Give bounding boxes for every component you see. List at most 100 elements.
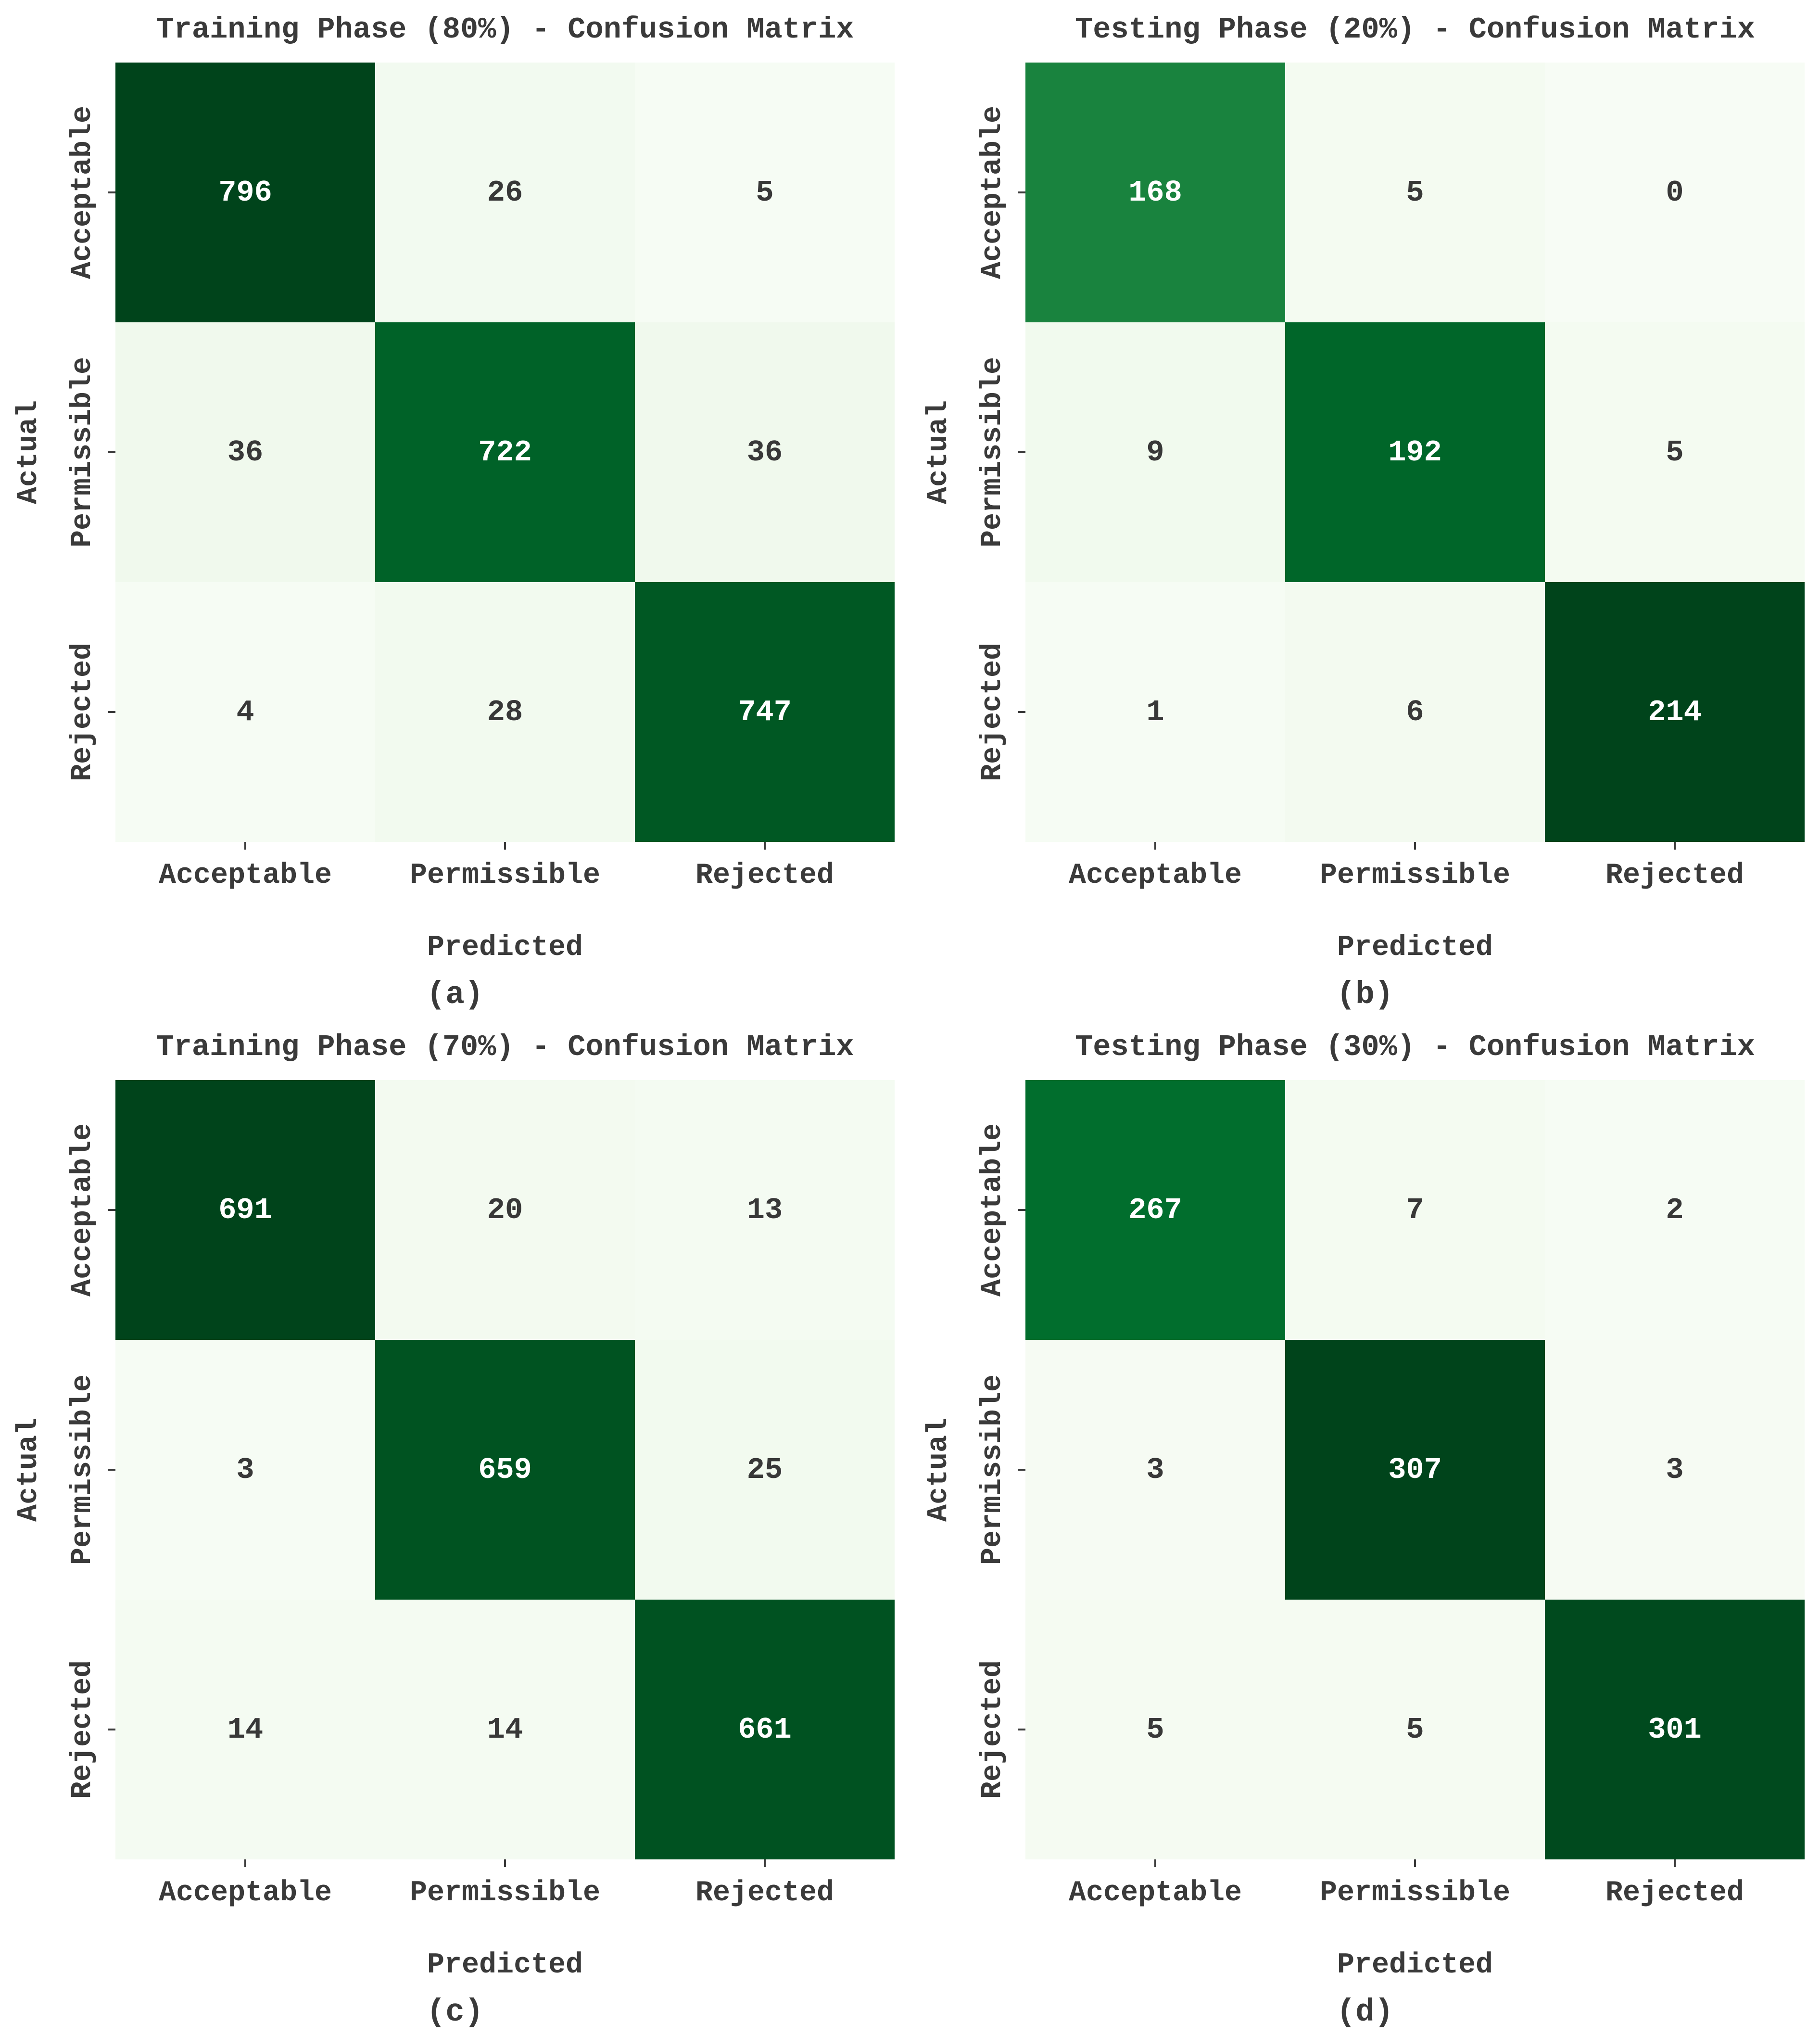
y-tick-label: Acceptable [976, 105, 1009, 280]
y-tick-label: Rejected [976, 642, 1009, 782]
x-tick-mark [504, 1859, 506, 1867]
confusion-matrix-panel-d: Testing Phase (30%) - Confusion Matrix A… [910, 1017, 1820, 2035]
x-tick-mark [764, 1859, 766, 1867]
cell-value: 3 [1146, 1452, 1164, 1487]
cell-value: 14 [487, 1712, 523, 1747]
cell-value: 25 [746, 1452, 783, 1487]
cell-value: 796 [218, 175, 272, 210]
heatmap-cell-r1c1: 307 [1285, 1340, 1545, 1600]
x-tick-label: Rejected [1605, 1877, 1744, 1909]
heatmap-cell-r1c1: 192 [1285, 322, 1545, 582]
cell-value: 747 [738, 695, 792, 729]
heatmap-grid: 168 5 0 9 192 5 1 6 214 [1025, 63, 1805, 842]
x-tick-mark [1154, 1859, 1156, 1867]
cell-value: 5 [756, 175, 774, 210]
heatmap-cell-r0c0: 267 [1025, 1080, 1285, 1340]
confusion-matrix-panel-b: Testing Phase (20%) - Confusion Matrix A… [910, 0, 1820, 1017]
heatmap-cell-r1c0: 36 [115, 322, 375, 582]
y-tick-mark [1018, 711, 1025, 713]
cell-value: 14 [227, 1712, 264, 1747]
x-axis-label: Predicted [427, 931, 583, 964]
heatmap-cell-r2c2: 747 [635, 582, 895, 842]
y-tick-label: Rejected [976, 1660, 1009, 1799]
y-tick-mark [108, 711, 115, 713]
heatmap-cell-r0c0: 691 [115, 1080, 375, 1340]
cell-value: 168 [1128, 175, 1182, 210]
heatmap-cell-r0c1: 26 [375, 63, 635, 322]
x-tick-mark [244, 842, 246, 850]
x-axis-label: Predicted [1337, 931, 1493, 964]
heatmap-cell-r2c2: 661 [635, 1600, 895, 1859]
cell-value: 661 [738, 1712, 792, 1747]
cell-value: 691 [218, 1193, 272, 1227]
y-tick-label: Permissible [976, 1374, 1009, 1565]
cell-value: 301 [1648, 1712, 1702, 1747]
cell-value: 5 [1146, 1712, 1164, 1747]
heatmap-grid: 691 20 13 3 659 25 14 14 661 [115, 1080, 895, 1859]
heatmap-cell-r2c0: 4 [115, 582, 375, 842]
panel-title: Training Phase (80%) - Confusion Matrix [156, 13, 854, 47]
x-axis-label: Predicted [427, 1949, 583, 1982]
y-tick-label: Permissible [976, 356, 1009, 548]
x-tick-label: Acceptable [158, 1877, 332, 1909]
x-axis-label: Predicted [1337, 1949, 1493, 1982]
panel-caption: (c) [426, 1994, 484, 2030]
x-tick-label: Permissible [409, 1877, 601, 1909]
y-tick-mark [1018, 191, 1025, 193]
heatmap-cell-r1c2: 5 [1545, 322, 1805, 582]
x-tick-label: Acceptable [1068, 859, 1242, 892]
x-tick-label: Rejected [695, 859, 834, 892]
heatmap-cell-r0c1: 5 [1285, 63, 1545, 322]
heatmap-cell-r0c0: 168 [1025, 63, 1285, 322]
cell-value: 1 [1146, 695, 1164, 729]
y-tick-mark [108, 191, 115, 193]
heatmap-cell-r0c1: 20 [375, 1080, 635, 1340]
y-tick-label: Rejected [66, 642, 99, 782]
x-tick-label: Acceptable [158, 859, 332, 892]
cell-value: 36 [746, 435, 783, 470]
y-tick-label: Acceptable [66, 105, 99, 280]
cell-value: 13 [746, 1193, 783, 1227]
cell-value: 3 [1666, 1452, 1684, 1487]
heatmap-cell-r2c2: 214 [1545, 582, 1805, 842]
y-tick-mark [1018, 1469, 1025, 1471]
panel-caption: (b) [1336, 977, 1394, 1013]
heatmap-cell-r1c1: 722 [375, 322, 635, 582]
cell-value: 214 [1648, 695, 1702, 729]
panel-caption: (d) [1336, 1994, 1394, 2030]
heatmap-cell-r2c1: 6 [1285, 582, 1545, 842]
y-tick-mark [1018, 1209, 1025, 1211]
cell-value: 267 [1128, 1193, 1182, 1227]
panel-caption: (a) [426, 977, 484, 1013]
panel-title: Training Phase (70%) - Confusion Matrix [156, 1030, 854, 1064]
cell-value: 6 [1406, 695, 1424, 729]
heatmap-cell-r2c1: 14 [375, 1600, 635, 1859]
cell-value: 4 [236, 695, 254, 729]
x-tick-mark [1414, 842, 1416, 850]
cell-value: 5 [1406, 1712, 1424, 1747]
y-tick-label: Permissible [66, 356, 99, 548]
heatmap-grid: 796 26 5 36 722 36 4 28 747 [115, 63, 895, 842]
cell-value: 307 [1388, 1452, 1442, 1487]
y-axis-label: Actual [13, 1417, 45, 1522]
x-tick-mark [764, 842, 766, 850]
x-tick-label: Permissible [1319, 859, 1511, 892]
confusion-matrix-panel-c: Training Phase (70%) - Confusion Matrix … [0, 1017, 910, 2035]
heatmap-cell-r2c1: 5 [1285, 1600, 1545, 1859]
y-tick-mark [108, 1209, 115, 1211]
y-tick-mark [108, 451, 115, 453]
heatmap-grid: 267 7 2 3 307 3 5 5 301 [1025, 1080, 1805, 1859]
heatmap-cell-r0c2: 5 [635, 63, 895, 322]
cell-value: 7 [1406, 1193, 1424, 1227]
x-tick-mark [504, 842, 506, 850]
y-tick-label: Permissible [66, 1374, 99, 1565]
cell-value: 20 [487, 1193, 523, 1227]
heatmap-cell-r1c0: 9 [1025, 322, 1285, 582]
y-tick-mark [108, 1729, 115, 1730]
y-tick-mark [108, 1469, 115, 1471]
heatmap-cell-r1c1: 659 [375, 1340, 635, 1600]
y-tick-mark [1018, 451, 1025, 453]
cell-value: 5 [1666, 435, 1684, 470]
x-tick-mark [244, 1859, 246, 1867]
x-tick-mark [1674, 842, 1676, 850]
